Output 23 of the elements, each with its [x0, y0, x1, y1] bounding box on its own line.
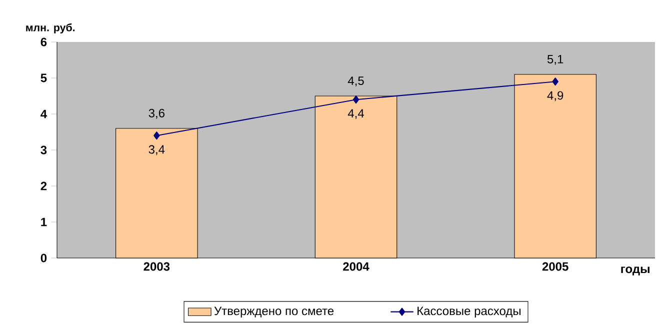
data-label: 5,1	[547, 55, 564, 65]
point	[552, 78, 558, 86]
y-tick-label: 6	[40, 38, 47, 46]
x-tick-label: 2003	[144, 262, 170, 271]
y-tick-label: 4	[40, 110, 47, 118]
y-tick-label: 3	[40, 146, 47, 154]
x-tick-label: 2005	[542, 262, 568, 271]
legend-label: Утверждено по смете	[214, 306, 334, 318]
point	[154, 132, 160, 140]
data-label: 4,9	[547, 91, 564, 102]
data-label: 3,4	[148, 145, 165, 156]
data-label: 4,5	[348, 76, 364, 86]
data-label: 4,4	[348, 109, 364, 119]
data-label: 3,6	[148, 108, 164, 119]
y-tick-label: 5	[40, 74, 47, 82]
x-axis-title: годы	[621, 266, 650, 276]
legend-label: Кассовые расходы	[418, 306, 520, 318]
point	[352, 96, 360, 104]
y-tick-label: 1	[41, 218, 47, 226]
y-tick-label: 0	[40, 254, 47, 262]
y-tick-label: 2	[40, 182, 47, 190]
y-axis-title: млн. руб.	[26, 23, 75, 34]
x-tick-label: 2004	[343, 262, 370, 271]
